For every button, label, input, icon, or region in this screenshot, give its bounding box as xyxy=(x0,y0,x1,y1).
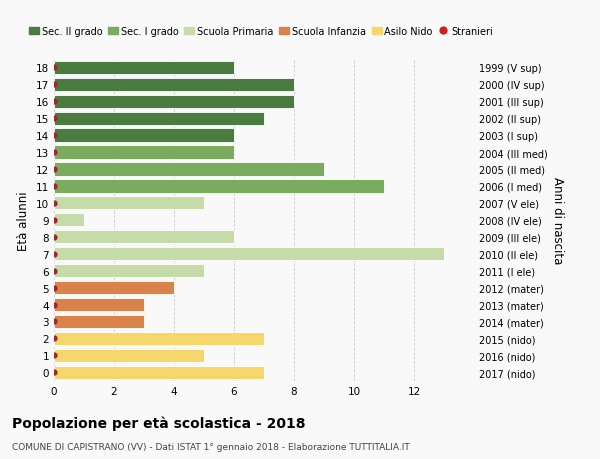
Bar xyxy=(54,197,204,210)
Bar xyxy=(54,349,204,362)
Bar xyxy=(54,163,324,176)
Bar xyxy=(54,366,264,379)
Bar xyxy=(54,62,234,75)
Bar xyxy=(54,129,234,142)
Bar xyxy=(54,146,234,159)
Bar xyxy=(54,180,384,193)
Bar xyxy=(54,247,444,261)
Bar xyxy=(54,112,264,125)
Text: COMUNE DI CAPISTRANO (VV) - Dati ISTAT 1° gennaio 2018 - Elaborazione TUTTITALIA: COMUNE DI CAPISTRANO (VV) - Dati ISTAT 1… xyxy=(12,442,410,451)
Bar xyxy=(54,332,264,345)
Bar xyxy=(54,78,294,92)
Bar xyxy=(54,315,144,328)
Y-axis label: Anni di nascita: Anni di nascita xyxy=(551,177,564,264)
Bar xyxy=(54,95,294,108)
Legend: Sec. II grado, Sec. I grado, Scuola Primaria, Scuola Infanzia, Asilo Nido, Stran: Sec. II grado, Sec. I grado, Scuola Prim… xyxy=(25,23,497,40)
Y-axis label: Età alunni: Età alunni xyxy=(17,190,31,250)
Bar xyxy=(54,214,84,227)
Text: Popolazione per età scolastica - 2018: Popolazione per età scolastica - 2018 xyxy=(12,415,305,430)
Bar xyxy=(54,230,234,244)
Bar xyxy=(54,264,204,278)
Bar xyxy=(54,281,174,295)
Bar xyxy=(54,298,144,312)
